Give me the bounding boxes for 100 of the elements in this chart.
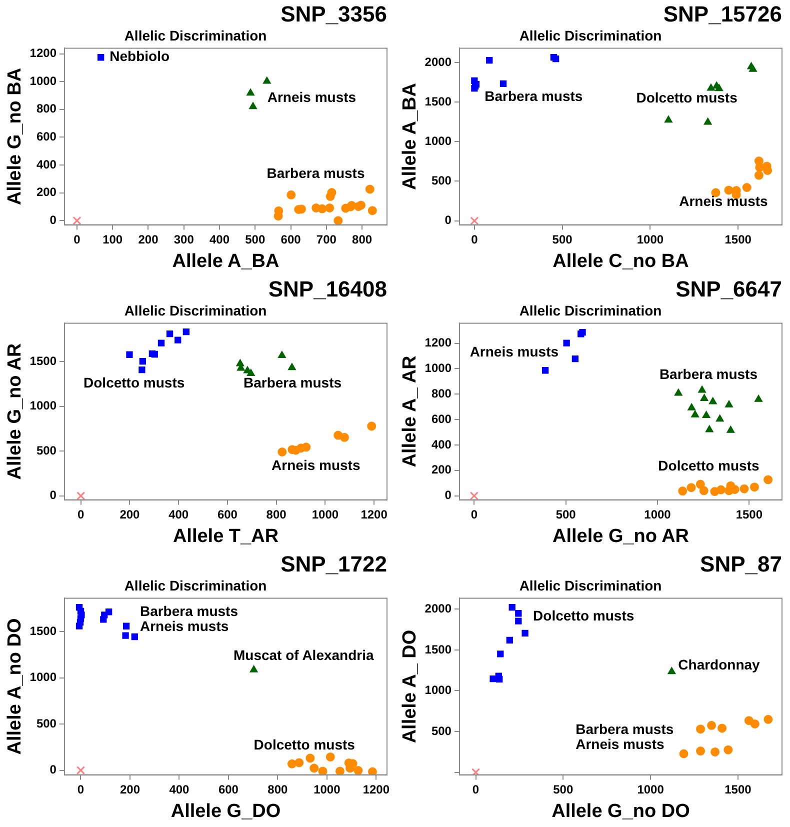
point (126, 351, 133, 358)
annotation: Dolcetto musts (254, 736, 356, 752)
y-tick-label: 500 (36, 716, 57, 730)
point (294, 758, 304, 768)
point (249, 102, 257, 110)
x-tick-label: 1500 (724, 782, 752, 796)
point (542, 367, 549, 374)
x-tick-label: 400 (169, 782, 190, 796)
point (151, 350, 158, 358)
point (306, 754, 315, 763)
x-tick-label: 600 (217, 507, 238, 522)
y-tick-label: 1500 (30, 354, 57, 368)
point (700, 394, 708, 401)
point (764, 475, 773, 484)
annotation: Dolcetto musts (533, 608, 634, 624)
point (76, 622, 83, 630)
x-tick-label: 300 (174, 232, 194, 246)
point (335, 766, 344, 775)
x-tick-label: 1000 (636, 232, 664, 246)
point (688, 403, 696, 410)
y-tick-label: 2000 (424, 54, 452, 69)
annotation: Barbera musts (659, 366, 758, 382)
x-axis-title: Allele G_no AR (552, 526, 690, 547)
x-tick-label: 0 (78, 507, 85, 522)
x-axis-title: Allele G_no DO (552, 800, 690, 822)
chart-title: SNP_15726 (663, 1, 782, 26)
x-tick-label: 800 (352, 232, 372, 246)
annotation: Chardonnay (678, 656, 760, 672)
point (716, 485, 726, 494)
y-tick-label: 500 (36, 443, 57, 458)
y-tick-label: 0 (444, 488, 452, 502)
y-tick-label: 1000 (30, 670, 57, 684)
point (674, 388, 682, 396)
point (166, 330, 174, 338)
point (500, 80, 507, 88)
x-tick-label: 500 (553, 782, 574, 796)
point (325, 203, 334, 212)
point (764, 714, 773, 724)
point (368, 767, 377, 775)
x-tick-label: 1000 (312, 507, 339, 522)
y-tick-label: 1000 (424, 134, 452, 148)
point (740, 484, 749, 494)
y-tick-label: 0 (50, 488, 57, 502)
point (471, 768, 480, 775)
chart-title: SNP_16408 (268, 276, 387, 302)
point (750, 719, 760, 728)
point (310, 764, 319, 773)
point (354, 766, 363, 775)
point (497, 650, 504, 658)
annotation: Arneis musts (272, 457, 360, 474)
point (716, 414, 724, 422)
point (278, 448, 287, 457)
point (131, 633, 138, 640)
point (572, 355, 579, 362)
point (318, 204, 327, 214)
annotation: Dolcetto musts (636, 90, 738, 106)
chart-subtitle: Allelic Discrimination (124, 28, 267, 44)
x-tick-label: 800 (268, 782, 288, 796)
point (718, 724, 727, 733)
x-tick-label: 0 (470, 507, 478, 522)
x-tick-label: 400 (209, 232, 230, 246)
point (754, 170, 764, 180)
x-tick-label: 200 (120, 507, 140, 522)
point (679, 749, 688, 758)
x-tick-label: 100 (102, 232, 123, 246)
point (340, 432, 349, 442)
x-tick-label: 500 (552, 232, 573, 246)
point (470, 216, 479, 225)
point (686, 483, 696, 492)
point (470, 492, 478, 500)
y-tick-label: 0 (50, 762, 57, 777)
x-tick-label: 200 (138, 232, 159, 246)
chart-title: SNP_1722 (280, 551, 387, 576)
x-tick-label: 1200 (360, 507, 388, 522)
point (318, 766, 328, 775)
y-axis-title: Allele A_BA (400, 82, 421, 190)
annotation: Arneis musts (679, 192, 768, 209)
point (522, 630, 528, 637)
annotation: Dolcetto musts (658, 458, 760, 474)
annotation: Arneis musts (267, 89, 356, 106)
point (704, 118, 712, 125)
point (696, 746, 706, 756)
point (698, 386, 706, 393)
point (278, 351, 286, 358)
x-tick-label: 1000 (637, 782, 664, 796)
x-tick-label: 400 (168, 507, 189, 522)
point (122, 622, 130, 630)
x-tick-label: 700 (316, 232, 337, 246)
annotation: Barbera musts (140, 602, 238, 619)
point (508, 604, 516, 611)
point (496, 676, 503, 682)
point (365, 184, 374, 194)
point (515, 618, 522, 624)
y-tick-label: 800 (36, 102, 57, 116)
x-tick-label: 0 (74, 232, 81, 246)
chart-subtitle: Allelic Discrimination (519, 302, 662, 319)
y-tick-label: 1000 (30, 74, 57, 88)
point (182, 328, 190, 336)
point (742, 183, 752, 192)
annotation: Dolcetto musts (84, 374, 185, 390)
